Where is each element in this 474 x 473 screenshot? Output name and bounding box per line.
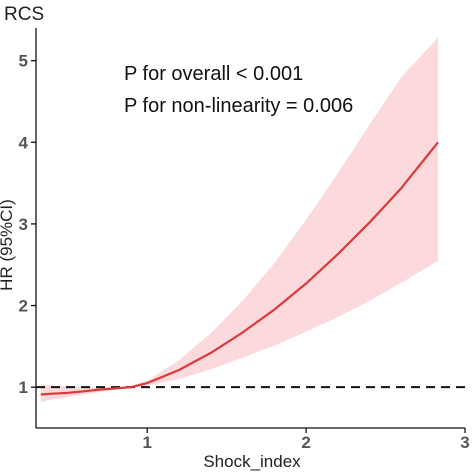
annotation-nonlinearity: P for non-linearity = 0.006: [124, 95, 353, 117]
x-tick-label-2: 2: [301, 433, 310, 452]
y-tick-label-5: 5: [19, 52, 28, 71]
y-axis-label: HR (95%CI): [0, 199, 16, 291]
y-tick-label-3: 3: [19, 215, 28, 234]
annotation-overall: P for overall < 0.001: [124, 63, 303, 85]
hr-curve-0: [40, 141, 439, 396]
x-tick-label-1: 1: [142, 433, 151, 452]
y-tick-label-2: 2: [19, 297, 28, 316]
y-tick-label-1: 1: [19, 378, 28, 397]
confidence-band-0: [40, 37, 439, 402]
x-axis-label: Shock_index: [203, 452, 301, 471]
y-tick-label-4: 4: [19, 133, 29, 152]
x-tick-label-3: 3: [460, 433, 469, 452]
chart-title: RCS: [4, 4, 44, 25]
